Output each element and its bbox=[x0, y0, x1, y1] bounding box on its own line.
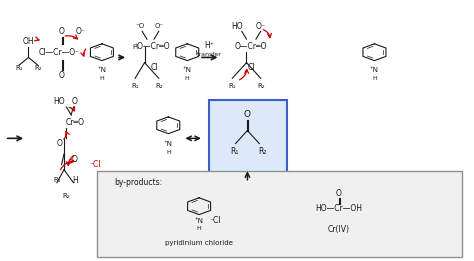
Text: Cr(IV): Cr(IV) bbox=[328, 225, 350, 234]
Text: R₂: R₂ bbox=[257, 83, 264, 89]
Text: R₂: R₂ bbox=[155, 83, 163, 89]
Text: H: H bbox=[185, 76, 190, 81]
Text: OH: OH bbox=[23, 37, 34, 46]
FancyBboxPatch shape bbox=[209, 100, 287, 181]
Text: H⁺: H⁺ bbox=[205, 41, 214, 50]
Text: ⁺N: ⁺N bbox=[195, 218, 203, 223]
Text: ⁻Cl: ⁻Cl bbox=[210, 216, 221, 225]
Text: Cr═O: Cr═O bbox=[65, 118, 84, 127]
Text: R₁: R₁ bbox=[53, 177, 61, 183]
Text: H: H bbox=[132, 44, 138, 50]
Text: H: H bbox=[166, 150, 171, 155]
Text: R₁: R₁ bbox=[131, 83, 139, 89]
Text: pyridinium chloride: pyridinium chloride bbox=[165, 240, 233, 246]
Text: R₁: R₁ bbox=[230, 147, 239, 156]
Text: O: O bbox=[72, 97, 78, 106]
Text: HO—Cr—OH: HO—Cr—OH bbox=[315, 204, 363, 213]
Text: HO: HO bbox=[54, 97, 65, 106]
Text: transfer: transfer bbox=[197, 52, 222, 57]
Text: R₁: R₁ bbox=[228, 83, 236, 89]
Text: ⁺N: ⁺N bbox=[370, 68, 379, 73]
Text: O⁻: O⁻ bbox=[76, 27, 85, 36]
Text: R₂: R₂ bbox=[258, 147, 267, 156]
Text: O: O bbox=[244, 110, 251, 119]
Text: O⁻: O⁻ bbox=[256, 22, 265, 31]
Text: O: O bbox=[72, 155, 78, 164]
Text: ⁺N: ⁺N bbox=[164, 141, 173, 146]
Text: ⁺O—Cr═O: ⁺O—Cr═O bbox=[133, 43, 170, 51]
Text: R₂: R₂ bbox=[34, 65, 42, 71]
Text: ⁻Cl: ⁻Cl bbox=[89, 160, 100, 169]
FancyBboxPatch shape bbox=[97, 171, 462, 257]
Text: Cl: Cl bbox=[247, 63, 255, 72]
Text: H: H bbox=[100, 76, 104, 81]
Text: ⁺N: ⁺N bbox=[98, 68, 106, 73]
Text: H: H bbox=[197, 226, 201, 231]
Text: by-products:: by-products: bbox=[114, 178, 162, 187]
Text: ⁻O: ⁻O bbox=[135, 23, 145, 29]
Text: ⁺N: ⁺N bbox=[183, 68, 191, 73]
Text: Cl—Cr—O⁻: Cl—Cr—O⁻ bbox=[39, 48, 80, 57]
Text: O⁻: O⁻ bbox=[154, 23, 164, 29]
Text: Cl: Cl bbox=[150, 63, 158, 72]
Text: H: H bbox=[372, 76, 377, 81]
Text: R₁: R₁ bbox=[15, 65, 23, 71]
Text: O: O bbox=[336, 189, 342, 198]
Text: R₂: R₂ bbox=[63, 193, 70, 199]
Text: O: O bbox=[56, 139, 62, 148]
Text: H: H bbox=[72, 176, 78, 185]
Text: O—Cr═O: O—Cr═O bbox=[235, 43, 267, 51]
Text: O: O bbox=[59, 71, 64, 80]
Text: O: O bbox=[59, 27, 64, 36]
Text: HO: HO bbox=[231, 22, 243, 31]
